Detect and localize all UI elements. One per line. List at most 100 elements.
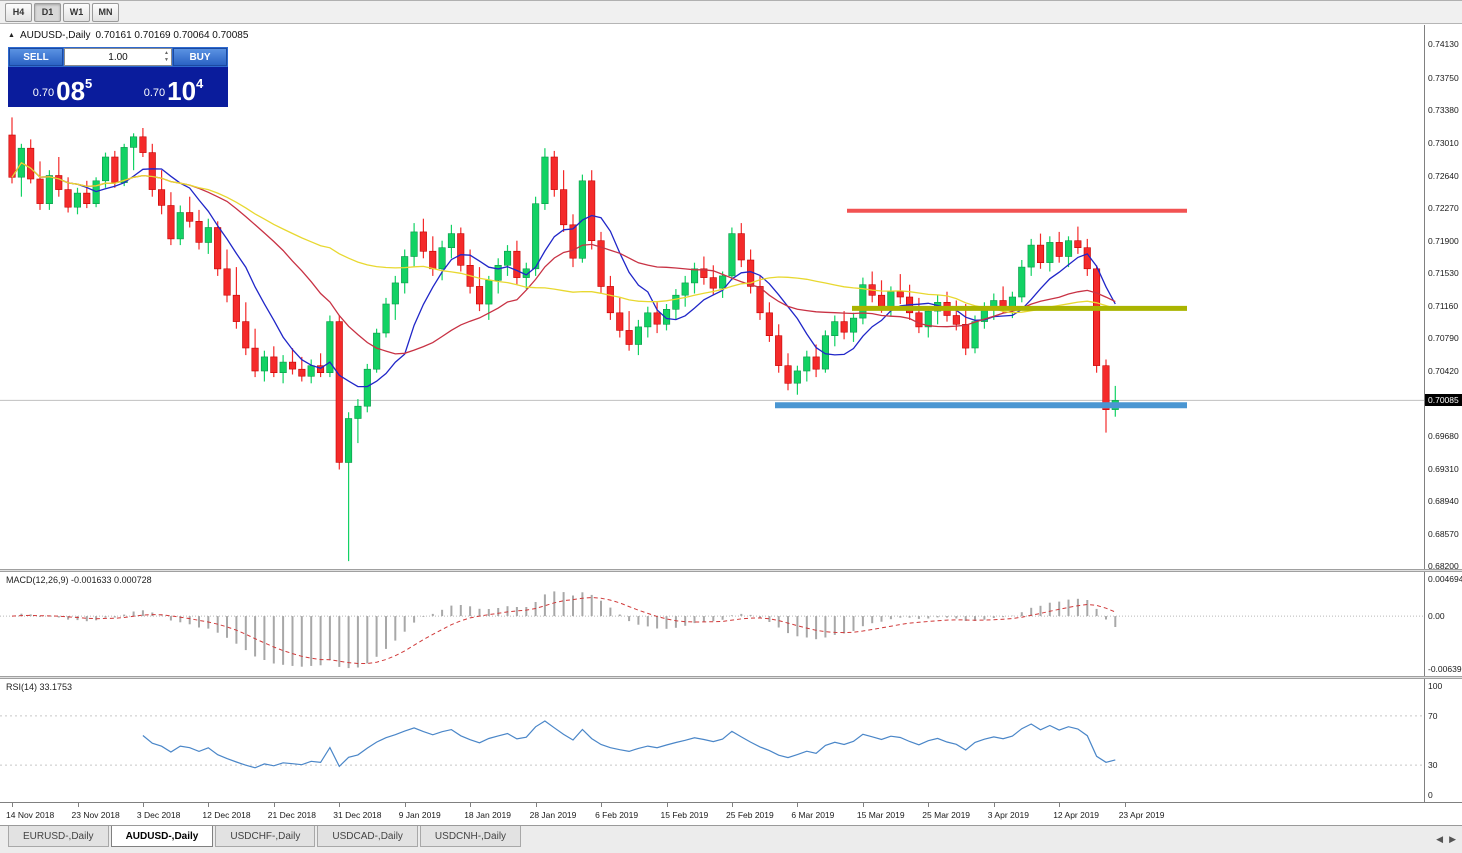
rsi-axis: 100 70 30 0 [1424,679,1462,802]
date-tick [470,803,472,807]
price-axis-label: 0.68200 [1428,561,1459,572]
price-axis-label: 0.71530 [1428,268,1459,279]
spinner-down-icon[interactable]: ▼ [164,57,169,63]
date-tick [77,803,79,807]
price-axis-label: 0.69680 [1428,431,1459,442]
date-label: 21 Dec 2018 [267,810,316,820]
date-label: 6 Mar 2019 [791,810,835,820]
macd-axis: 0.004694 0.00 -0.00639 [1424,572,1462,676]
date-tick [1124,803,1126,807]
date-label: 3 Dec 2018 [136,810,181,820]
sell-price-prefix: 0.70 [32,87,55,99]
price-axis-label: 0.70790 [1428,333,1459,344]
buy-price-pip: 4 [196,76,204,91]
buy-price-prefix: 0.70 [143,87,166,99]
price-axis-label: 0.73010 [1428,138,1459,148]
date-label: 25 Mar 2019 [922,810,971,820]
tab-eurusd-daily[interactable]: EURUSD-,Daily [8,826,109,847]
price-chart-panel: ▲ AUDUSD-,Daily 0.70161 0.70169 0.70064 … [0,25,1462,572]
rsi-axis-label: 0 [1428,790,1433,800]
tab-next-button[interactable]: ▶ [1449,834,1456,844]
date-tick [404,803,406,807]
date-tick [12,803,13,807]
date-label: 12 Dec 2018 [202,810,251,820]
price-axis-label: 0.72640 [1428,170,1459,181]
sell-price-big: 08 [56,76,86,106]
tab-navigation: ◀ ▶ [1436,834,1456,845]
panel-splitter[interactable] [0,676,1462,679]
date-axis[interactable]: 14 Nov 2018 23 Nov 2018 3 Dec 2018 12 Dec 2… [0,802,1462,825]
timeframe-d1-button[interactable]: D1 [34,2,61,22]
tab-prev-button[interactable]: ◀ [1436,834,1444,844]
collapse-icon[interactable]: ▲ [8,32,15,39]
volume-value: 1.00 [108,51,128,63]
chart-ohlc-values: 0.70161 0.70169 0.70064 0.70085 [95,30,249,41]
sell-button[interactable]: SELL [9,48,63,66]
buy-price-button[interactable]: 0.70 10 4 [119,67,228,107]
date-tick [601,803,602,807]
chart-symbol: AUDUSD-,Daily [19,30,91,41]
price-axis-label: 0.73380 [1428,105,1459,116]
volume-spinner[interactable]: ▲ ▼ [164,50,169,64]
tab-audusd-daily[interactable]: AUDUSD-,Daily [110,826,214,847]
buy-button[interactable]: BUY [173,48,227,66]
rsi-axis-label: 30 [1428,760,1438,770]
price-axis-label: 0.74130 [1428,39,1459,50]
date-label: 14 Nov 2018 [6,810,55,820]
date-label: 12 Apr 2019 [1053,810,1100,820]
macd-label: MACD(12,26,9) -0.001633 0.000728 [6,575,152,585]
date-tick [535,803,537,807]
date-tick [928,803,930,807]
trade-controls-row: SELL 1.00 ▲ ▼ BUY [8,47,228,67]
date-label: 9 Jan 2019 [398,810,441,820]
panel-splitter[interactable] [0,569,1462,572]
one-click-trade-panel: SELL 1.00 ▲ ▼ BUY 0.70 08 5 0.70 10 4 [8,47,228,107]
date-label: 28 Jan 2019 [529,810,577,820]
date-label: 15 Feb 2019 [660,810,709,820]
date-tick [339,803,341,807]
rsi-panel: RSI(14) 33.1753 100 70 30 0 [0,679,1462,802]
date-tick [993,803,995,807]
price-axis-label: 0.72270 [1428,203,1459,214]
date-tick [142,803,144,807]
date-tick [273,803,275,807]
macd-chart[interactable] [0,572,1424,676]
chart-tab-bar: EURUSD-,Daily AUDUSD-,Daily USDCHF-,Dail… [0,825,1462,853]
spinner-up-icon[interactable]: ▲ [164,50,169,56]
candlestick-chart[interactable] [0,25,1424,569]
date-label: 25 Feb 2019 [726,810,774,820]
rsi-chart[interactable] [0,679,1424,802]
timeframe-h4-button[interactable]: H4 [5,2,32,22]
date-label: 23 Nov 2018 [71,810,120,820]
sell-price-button[interactable]: 0.70 08 5 [8,67,117,107]
tab-usdcnh-daily[interactable]: USDCNH-,Daily [419,826,522,847]
buy-price-big: 10 [167,76,197,106]
price-axis-label: 0.68570 [1428,528,1459,539]
date-tick [666,803,668,807]
date-label: 23 Apr 2019 [1118,810,1165,820]
timeframe-mn-button[interactable]: MN [92,2,119,22]
trade-quotes-row: 0.70 08 5 0.70 10 4 [8,67,228,107]
price-axis-label: 0.68940 [1428,496,1459,507]
date-label: 15 Mar 2019 [856,810,905,820]
price-axis-label: 0.70420 [1428,365,1459,376]
volume-input[interactable]: 1.00 ▲ ▼ [64,48,172,66]
macd-axis-label: 0.00 [1428,611,1445,621]
tab-usdchf-daily[interactable]: USDCHF-,Daily [215,826,316,847]
date-tick [862,803,864,807]
macd-axis-label: 0.004694 [1428,574,1462,584]
date-tick [208,803,210,807]
timeframe-toolbar: H4 D1 W1 MN [0,1,1462,24]
macd-axis-label: -0.00639 [1428,664,1462,674]
price-axis[interactable]: 0.74130 0.73750 0.73380 0.73010 0.72640 0.722… [1424,25,1462,572]
tab-usdcad-daily[interactable]: USDCAD-,Daily [317,826,418,847]
price-axis-label: 0.73750 [1428,72,1459,83]
rsi-axis-label: 70 [1428,711,1438,721]
price-axis-label: 0.71160 [1428,300,1459,311]
date-tick [731,803,733,807]
date-tick [797,803,799,807]
timeframe-w1-button[interactable]: W1 [63,2,90,22]
current-price-badge: 0.70085 [1425,394,1462,407]
rsi-label: RSI(14) 33.1753 [6,682,73,692]
rsi-axis-label: 100 [1428,681,1443,691]
